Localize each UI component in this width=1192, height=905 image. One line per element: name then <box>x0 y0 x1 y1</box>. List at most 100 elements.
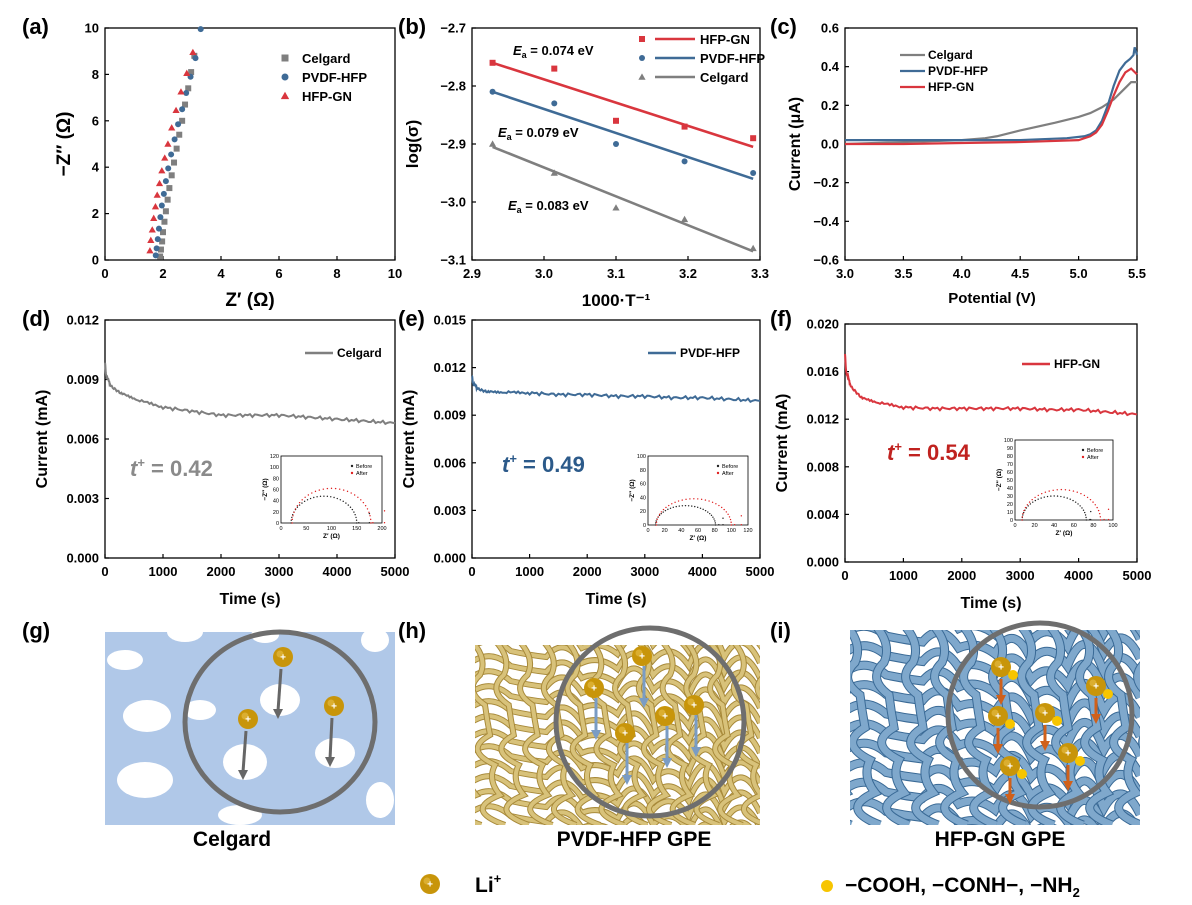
inset-point <box>290 519 292 521</box>
data-point <box>177 88 185 95</box>
data-point <box>153 245 160 252</box>
fiber <box>684 645 720 825</box>
panel-label-d: (d) <box>22 306 50 331</box>
inset-point <box>681 505 684 507</box>
data-point <box>171 136 178 143</box>
data-point <box>750 135 757 142</box>
legend-marker <box>281 73 289 81</box>
migration-arrow <box>1005 778 1015 804</box>
data-point <box>157 253 164 260</box>
inset-point <box>350 492 352 494</box>
x-axis-title: Time (s) <box>960 595 1021 612</box>
y-tick-label: 0.012 <box>66 313 99 328</box>
y-tick-label: 10 <box>85 21 99 36</box>
inset-x-tick: 100 <box>327 526 336 532</box>
ea-subscript: a <box>507 132 513 142</box>
li-ion-highlight <box>276 650 284 658</box>
legend-label: Celgard <box>337 346 382 360</box>
migration-arrow <box>325 717 335 767</box>
inset-point <box>353 511 355 513</box>
t-value: = 0.54 <box>902 440 971 465</box>
inset-point <box>346 490 349 493</box>
inset-point <box>368 511 370 514</box>
inset-point <box>307 494 310 496</box>
fiber <box>475 729 760 784</box>
inset-point <box>1034 499 1037 502</box>
li-ion: + <box>1035 703 1055 723</box>
t-superscript: + <box>137 455 145 470</box>
inset-point <box>662 511 664 513</box>
y-tick-label: 0.009 <box>66 372 99 387</box>
li-ion-highlight <box>423 877 431 885</box>
y-tick-label: −2.7 <box>440 21 466 36</box>
li-plus: + <box>591 684 597 695</box>
inset-point <box>656 518 658 521</box>
arrow-head <box>1091 714 1101 724</box>
legend-label: Celgard <box>302 51 350 66</box>
magnifier-circle <box>553 625 747 819</box>
inset-legend-marker <box>716 471 720 475</box>
x-tick-label: 5.0 <box>1070 266 1088 281</box>
y-axis-title: Current (μA) <box>787 97 804 191</box>
data-point <box>185 85 192 92</box>
functional-group <box>1103 689 1113 699</box>
data-point <box>680 215 689 223</box>
li-ion: + <box>615 723 635 743</box>
group-label-sub: 2 <box>1073 885 1080 900</box>
inset-point <box>708 500 710 502</box>
inset-point <box>722 517 724 519</box>
arrow-shaft <box>328 717 334 760</box>
y-tick-label: 6 <box>92 113 99 128</box>
y-tick-label: 0.016 <box>806 364 839 379</box>
fiber <box>1105 630 1140 825</box>
t-superscript: + <box>894 439 902 454</box>
data-point <box>175 121 182 128</box>
inset-x-title: Z′ (Ω) <box>690 535 707 542</box>
inset-point <box>711 501 714 503</box>
arrow-head <box>639 698 649 708</box>
y-tick-label: −3.0 <box>440 195 466 210</box>
inset-x-tick: 0 <box>646 528 649 534</box>
inset-point <box>715 503 717 505</box>
inset-y-title: −Z″ (Ω) <box>629 479 636 501</box>
inset-point <box>655 521 658 523</box>
inset-point <box>718 523 720 526</box>
chart-b: 2.9 3.0 3.1 3.2 3.3 −2.7 −2.8 −2.9 −3.0 −3.1 HFP-G… <box>403 21 769 311</box>
inset-point <box>1022 512 1024 515</box>
inset-point <box>1082 509 1085 511</box>
y-tick-label: 0.004 <box>806 507 839 522</box>
inset-point <box>336 497 338 500</box>
inset-point <box>357 496 359 498</box>
inset-point <box>1037 498 1039 500</box>
y-tick-label: −0.2 <box>813 175 839 190</box>
x-tick-label: 3000 <box>1006 568 1035 583</box>
y-tick-label: 0.009 <box>433 408 466 423</box>
inset-point <box>1069 498 1071 500</box>
inset-x-tick: 60 <box>1071 523 1077 529</box>
li-ion: + <box>238 709 258 729</box>
y-tick-label: 0.003 <box>66 491 99 506</box>
inset-point <box>334 487 337 490</box>
arrow-head <box>662 758 672 768</box>
li-label: Li+ <box>475 871 502 897</box>
ea-symbol: E <box>498 125 507 140</box>
inset-point <box>345 502 347 504</box>
inset-legend-label: Before <box>356 464 372 470</box>
inset-y-tick: 60 <box>640 482 646 488</box>
inset-point <box>704 499 707 501</box>
inset-point <box>311 492 313 494</box>
inset-point <box>368 512 371 515</box>
inset-point <box>685 498 687 501</box>
li-ion: + <box>991 657 1011 677</box>
x-tick-label: 3.0 <box>535 266 553 281</box>
inset-point <box>721 506 723 509</box>
inset-point <box>728 516 731 518</box>
inset-point <box>291 516 293 519</box>
y-tick-label: 0.000 <box>806 555 839 570</box>
inset-point <box>338 488 341 490</box>
y-tick-label: 4 <box>92 160 100 175</box>
inset-point <box>347 504 350 506</box>
li-plus: + <box>998 663 1004 674</box>
inset-point <box>1037 494 1039 497</box>
legend-marker <box>280 91 290 100</box>
